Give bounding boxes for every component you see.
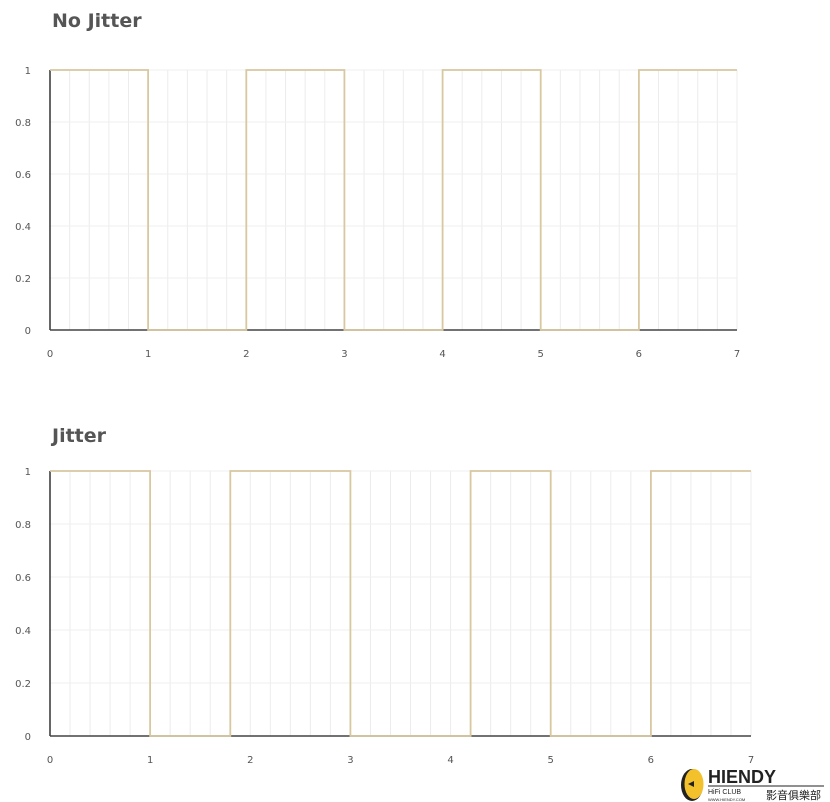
x-tick-label: 5 bbox=[538, 349, 544, 360]
svg-text:影音俱樂部: 影音俱樂部 bbox=[766, 788, 821, 802]
x-tick-label: 1 bbox=[147, 755, 153, 766]
svg-text:HIENDY: HIENDY bbox=[708, 767, 776, 787]
y-tick-label: 0 bbox=[25, 732, 31, 743]
x-tick-label: 1 bbox=[145, 349, 151, 360]
x-tick-label: 3 bbox=[347, 755, 353, 766]
y-tick-label: 0 bbox=[25, 326, 31, 337]
svg-text:WWW.HIENDY.COM: WWW.HIENDY.COM bbox=[708, 797, 745, 802]
y-tick-label: 0.8 bbox=[15, 118, 31, 129]
x-tick-label: 3 bbox=[341, 349, 347, 360]
y-tick-label: 0.2 bbox=[15, 274, 31, 285]
y-tick-label: 0.8 bbox=[15, 520, 31, 531]
x-tick-label: 4 bbox=[447, 755, 453, 766]
x-tick-label: 2 bbox=[243, 349, 249, 360]
signal-line bbox=[50, 470, 751, 737]
y-tick-label: 0.6 bbox=[15, 573, 31, 584]
y-tick-label: 0.2 bbox=[15, 679, 31, 690]
x-tick-label: 0 bbox=[47, 755, 53, 766]
hiendy-logo: HIENDY HiFi CLUB WWW.HIENDY.COM 影音俱樂部 bbox=[681, 767, 824, 802]
x-tick-label: 7 bbox=[734, 349, 740, 360]
y-tick-label: 0.4 bbox=[15, 222, 31, 233]
x-tick-label: 6 bbox=[636, 349, 642, 360]
y-tick-label: 1 bbox=[25, 66, 31, 77]
x-tick-label: 6 bbox=[648, 755, 654, 766]
chart-title-jitter: Jitter bbox=[52, 425, 107, 447]
x-tick-label: 7 bbox=[748, 755, 754, 766]
svg-text:HiFi CLUB: HiFi CLUB bbox=[708, 789, 741, 796]
signal-line bbox=[50, 69, 737, 331]
x-tick-label: 4 bbox=[439, 349, 445, 360]
x-tick-label: 5 bbox=[548, 755, 554, 766]
chart-title-no-jitter: No Jitter bbox=[52, 10, 142, 32]
x-tick-label: 0 bbox=[47, 349, 53, 360]
y-tick-label: 0.6 bbox=[15, 170, 31, 181]
x-tick-label: 2 bbox=[247, 755, 253, 766]
y-tick-label: 0.4 bbox=[15, 626, 31, 637]
y-tick-label: 1 bbox=[25, 467, 31, 478]
